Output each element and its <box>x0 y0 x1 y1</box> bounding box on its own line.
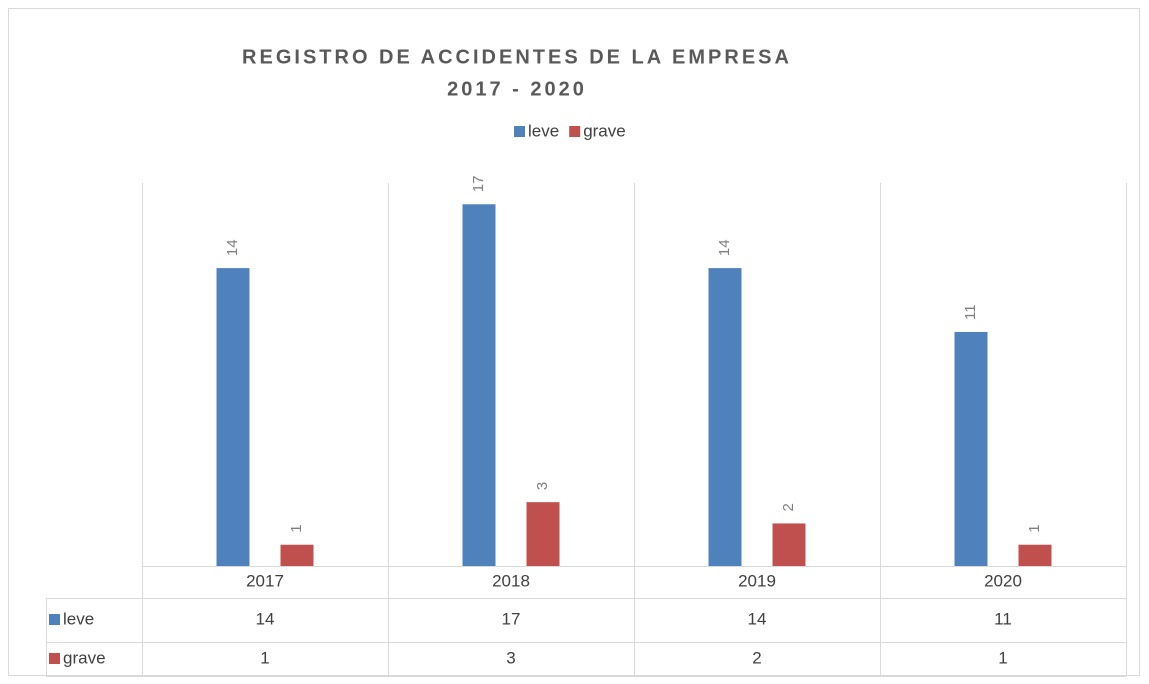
bar <box>772 523 806 566</box>
data-label: 11 <box>962 304 979 320</box>
bar <box>954 331 988 566</box>
table-value: 1 <box>260 648 269 667</box>
table-series-name: grave <box>63 648 106 667</box>
data-label: 1 <box>288 524 305 532</box>
table-swatch <box>49 614 60 625</box>
table-value: 2 <box>752 648 761 667</box>
table-value: 3 <box>506 648 515 667</box>
data-label: 3 <box>534 482 551 490</box>
data-label: 14 <box>716 239 733 256</box>
data-label: 14 <box>224 239 241 256</box>
x-tick-label: 2019 <box>738 571 776 590</box>
bar <box>526 502 560 566</box>
table-value: 14 <box>748 609 767 628</box>
table-value: 11 <box>994 609 1012 628</box>
x-tick-label: 2018 <box>492 571 530 590</box>
legend-label: grave <box>583 121 626 140</box>
bar <box>708 268 742 566</box>
bar <box>1018 544 1052 566</box>
chart-subtitle: 2017 - 2020 <box>447 78 587 100</box>
data-label: 1 <box>1026 524 1043 532</box>
table-value: 1 <box>998 648 1007 667</box>
legend-swatch <box>514 126 525 137</box>
table-value: 17 <box>502 609 521 628</box>
bar <box>280 544 314 566</box>
table-value: 14 <box>256 609 275 628</box>
x-tick-label: 2017 <box>246 571 284 590</box>
data-label: 2 <box>780 503 797 511</box>
chart-title: REGISTRO DE ACCIDENTES DE LA EMPRESA <box>242 46 792 68</box>
bar <box>462 204 496 566</box>
legend-swatch <box>569 126 581 137</box>
table-swatch <box>49 653 60 664</box>
x-tick-label: 2020 <box>984 571 1022 590</box>
chart-border <box>8 8 1140 676</box>
data-label: 17 <box>470 176 487 193</box>
bar <box>216 268 250 566</box>
table-series-name: leve <box>63 609 94 628</box>
legend-label: leve <box>528 121 559 140</box>
